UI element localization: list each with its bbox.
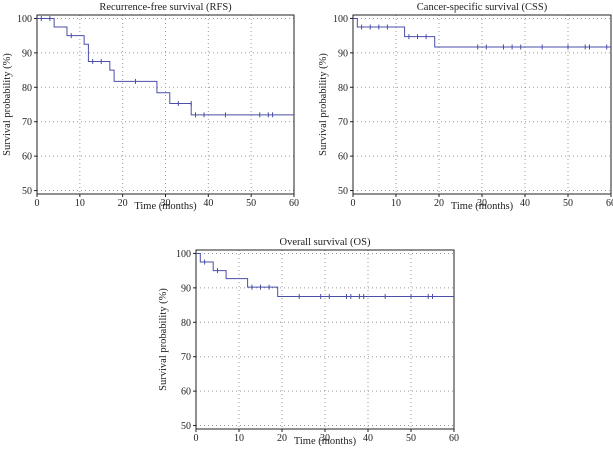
x-tick-label: 50 — [406, 433, 416, 444]
x-tick-label: 10 — [75, 198, 85, 209]
x-axis-label: Time (months) — [134, 201, 197, 212]
y-tick-label: 100 — [17, 14, 32, 25]
x-tick-label: 30 — [320, 433, 330, 444]
x-tick-label: 10 — [234, 433, 244, 444]
y-axis-label: Survival probability (%) — [318, 53, 329, 156]
x-tick-label: 30 — [161, 198, 171, 209]
y-tick-label: 50 — [338, 186, 348, 197]
y-tick-label: 70 — [181, 352, 191, 363]
y-tick-label: 60 — [22, 152, 32, 163]
x-tick-label: 50 — [563, 198, 573, 209]
x-axis-label: Time (months) — [451, 201, 514, 212]
x-tick-label: 60 — [606, 198, 613, 209]
y-tick-label: 60 — [181, 387, 191, 398]
chart-title: Recurrence-free survival (RFS) — [99, 2, 232, 13]
chart-os: 0 10 20 30 40 50 60 50 60 70 80 90 100 Overall surviv… — [158, 237, 459, 447]
y-tick-label: 70 — [338, 117, 348, 128]
x-tick-label: 60 — [449, 433, 459, 444]
y-tick-label: 100 — [333, 14, 348, 25]
x-tick-label: 0 — [194, 433, 199, 444]
survival-curve — [353, 17, 611, 48]
survival-curve — [196, 252, 454, 297]
x-tick-label: 60 — [289, 198, 299, 209]
y-tick-label: 80 — [22, 83, 32, 94]
x-tick-label: 20 — [118, 198, 128, 209]
x-tick-label: 40 — [363, 433, 373, 444]
y-tick-label: 70 — [22, 117, 32, 128]
chart-title: Overall survival (OS) — [280, 237, 371, 248]
y-tick-label: 100 — [176, 249, 191, 260]
y-tick-label: 50 — [22, 186, 32, 197]
y-tick-label: 80 — [338, 83, 348, 94]
y-tick-label: 60 — [338, 152, 348, 163]
y-tick-label: 90 — [338, 48, 348, 59]
x-axis-label: Time (months) — [294, 436, 357, 447]
x-tick-label: 20 — [434, 198, 444, 209]
chart-rfs: 0 10 20 30 40 50 60 50 60 70 80 90 100 Recurrence-fre… — [2, 2, 299, 212]
chart-title: Cancer-specific survival (CSS) — [417, 2, 548, 13]
y-tick-label: 50 — [181, 421, 191, 432]
y-tick-label: 80 — [181, 318, 191, 329]
chart-css: 0 10 20 30 40 50 60 50 60 70 80 90 100 Cancer-specifi… — [318, 2, 613, 212]
y-tick-label: 90 — [22, 48, 32, 59]
x-tick-label: 50 — [246, 198, 256, 209]
x-tick-label: 10 — [391, 198, 401, 209]
y-tick-label: 90 — [181, 283, 191, 294]
x-tick-label: 20 — [277, 433, 287, 444]
x-tick-label: 0 — [35, 198, 40, 209]
x-tick-label: 40 — [203, 198, 213, 209]
y-axis-label: Survival probability (%) — [2, 53, 13, 156]
y-axis-label: Survival probability (%) — [158, 288, 169, 391]
x-tick-label: 30 — [477, 198, 487, 209]
survival-curve — [37, 17, 294, 116]
x-tick-label: 0 — [351, 198, 356, 209]
x-tick-label: 40 — [520, 198, 530, 209]
